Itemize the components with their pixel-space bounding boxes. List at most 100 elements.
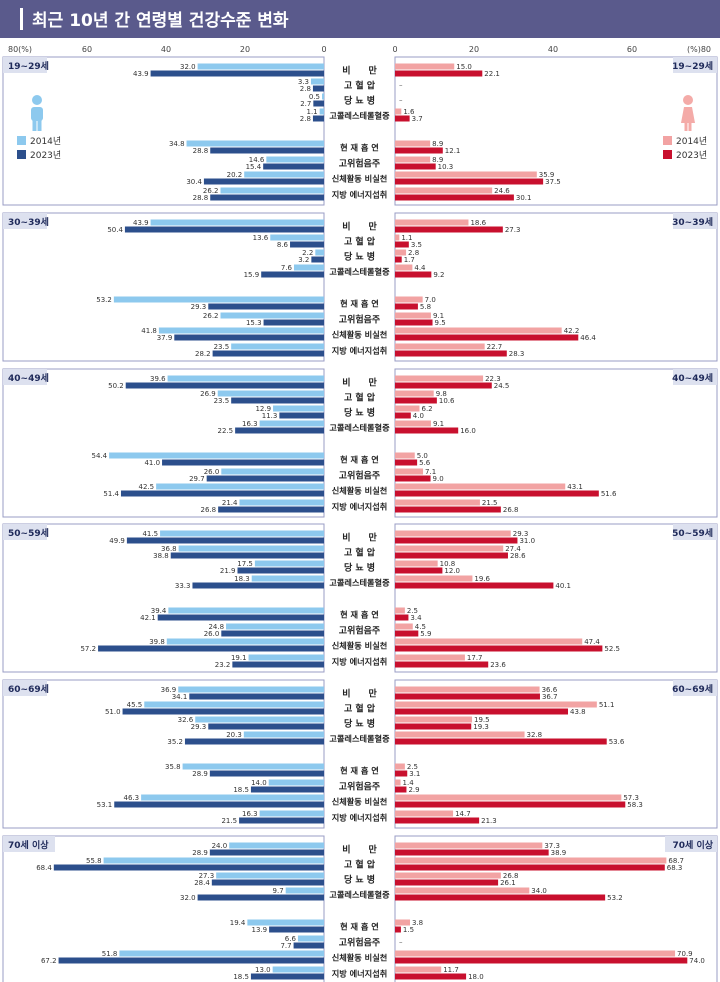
value-label-male-2014: 24.8 [208,623,224,631]
bar-male-2014 [293,264,324,271]
bar-female-2014 [395,623,413,630]
legend-label-2023: 2023년 [30,150,61,161]
indicator-label: 현 재 흡 연 [340,455,379,465]
value-label-male-2023: 28.2 [195,350,211,358]
value-label-male-2023: 23.2 [215,661,231,669]
age-label-left: 50~59세 [8,527,49,539]
axis-tick-label: 60 [82,45,92,54]
value-label-male-2014: 39.6 [150,375,166,383]
legend-swatch-female-2014 [663,136,672,145]
axis-tick-label: 20 [469,45,479,54]
value-label-male-2014: 26.2 [203,187,219,195]
value-label-male-2023: 28.4 [194,879,210,887]
value-label-male-2014: 36.8 [161,545,177,553]
male-icon-head [32,95,42,105]
axis-tick-label: 0 [392,45,397,54]
indicator-label: 신체활동 비실천 [332,330,388,340]
indicator-label: 고콜레스테롤혈증 [329,111,390,121]
value-label-male-2014: 26.0 [204,468,220,476]
bar-female-2014 [395,234,400,241]
value-label-female-2014: 2.5 [407,763,418,771]
bar-male-2014 [220,312,324,319]
axis-tick-label: (%)80 [687,45,711,54]
age-badge-left [3,836,55,852]
indicator-label: 지방 에너지섭취 [332,969,388,979]
indicator-label: 당 뇨 병 [344,562,375,574]
bar-female-2023 [395,786,407,793]
value-label-male-2023: 35.2 [167,738,183,746]
value-label-female-2014: 3.8 [412,919,423,927]
bar-male-2023 [231,397,324,404]
value-label-female-2014: 5.0 [417,452,428,460]
bar-female-2014 [395,794,622,801]
bar-male-2014 [197,63,324,70]
male-icon-body [31,107,43,121]
value-label-male-2023: 8.6 [277,241,289,249]
bar-female-2014 [395,108,402,115]
age-badge-left [3,680,47,696]
value-label-female-2014: 47.4 [584,638,600,646]
female-panel-frame [394,679,718,829]
value-label-male-2014: 41.5 [142,530,158,538]
value-label-male-2023: 3.2 [298,256,309,264]
value-label-male-2014: 2.2 [302,249,313,257]
bar-male-2014 [243,731,324,738]
value-label-male-2014: 16.3 [242,810,258,818]
value-label-female-2014: 9.1 [433,312,444,320]
value-label-male-2023: 28.8 [193,194,209,202]
bar-female-2023 [395,334,579,341]
value-label-male-2014: 27.3 [199,872,215,880]
indicator-label: 비 만 [342,221,377,233]
value-label-male-2023: 15.3 [246,319,262,327]
value-label-female-2014: 14.7 [455,810,471,818]
indicator-label: 지방 에너지섭취 [332,190,388,200]
indicator-label: 고콜레스테롤혈증 [329,578,390,588]
value-label-female-2023: 26.8 [503,506,519,514]
value-label-female-2023: 53.6 [609,738,625,746]
bar-male-2023 [174,334,324,341]
bar-female-2023 [395,738,607,745]
value-label-male-2023: 15.4 [246,163,262,171]
bar-male-2023 [312,85,324,92]
bar-male-2014 [226,623,324,630]
bar-male-2014 [254,560,324,567]
axis-tick-label: 20 [240,45,250,54]
bar-male-2023 [250,973,324,980]
bar-female-2023 [395,194,514,201]
value-label-male-2023: 28.8 [193,147,209,155]
bar-male-2014 [285,887,324,894]
bar-male-2014 [310,78,324,85]
bar-female-2014 [395,731,525,738]
female-icon-leg [688,122,692,131]
bar-female-2014 [395,872,501,879]
value-label-male-2023: 34.1 [172,693,188,701]
age-badge-left [3,213,47,229]
bar-female-2023 [395,770,408,777]
value-label-female-2014: 21.5 [482,499,498,507]
bar-male-2023 [263,163,324,170]
legend-male: 2014년 2023년 [17,136,61,161]
bar-male-2014 [259,420,324,427]
indicator-label: 신체활동 비실천 [332,641,388,651]
value-label-female-2014: 8.9 [432,156,443,164]
age-label-left: 30~39세 [8,216,49,228]
bar-male-2014 [216,872,324,879]
value-label-male-2023: 30.4 [186,178,202,186]
bar-male-2023 [293,942,324,949]
bar-male-2014 [150,219,324,226]
age-label-right: 50~59세 [672,527,713,539]
value-label-female-2014: 15.0 [456,63,472,71]
value-label-male-2023: 13.9 [252,926,268,934]
bar-male-2014 [103,857,324,864]
value-label-female-2023: 31.0 [519,537,535,545]
age-badge-right [673,680,717,696]
value-label-female-2023: 4.0 [413,412,424,420]
age-label-left: 40~49세 [8,372,49,384]
age-badge-left [3,57,47,73]
bar-female-2023 [395,271,432,278]
bar-female-2023 [395,147,443,154]
male-icon-leg [32,119,37,131]
value-label-female-2014: 70.9 [677,950,693,958]
indicator-label: 고위험음주 [339,781,380,793]
bar-male-2014 [144,701,324,708]
